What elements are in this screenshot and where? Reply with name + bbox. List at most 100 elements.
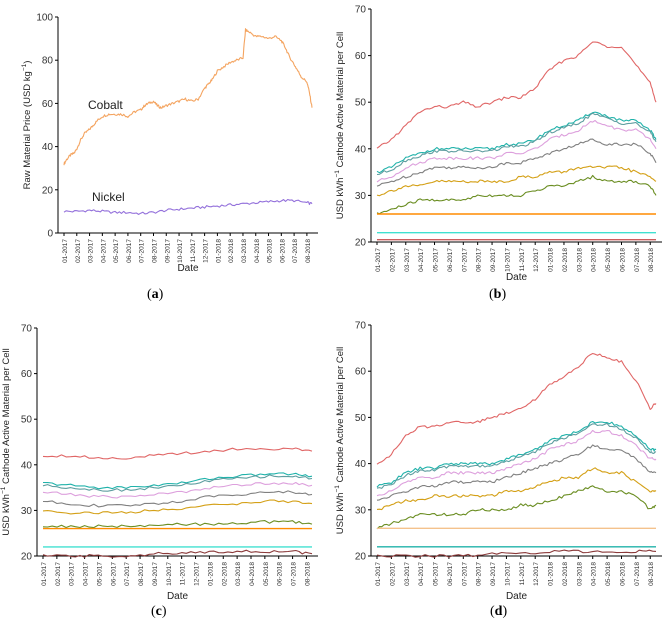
x-tick-label: 04-2017 xyxy=(418,562,425,586)
series-line-c-5 xyxy=(42,499,313,515)
series-line-b-6 xyxy=(376,174,657,215)
x-tick-label: 09-2017 xyxy=(152,562,159,586)
x-tick-label: 07-2018 xyxy=(634,562,641,586)
x-tick-label: 11-2017 xyxy=(519,562,526,586)
x-tick-label: 01-2018 xyxy=(207,562,214,586)
y-tick-label: 50 xyxy=(355,98,367,109)
x-tick-label: 11-2017 xyxy=(190,239,197,263)
series-line-b-2 xyxy=(376,112,657,176)
x-tick-label: 01-2018 xyxy=(548,562,555,586)
x-tick-label: 04-2018 xyxy=(591,248,598,272)
chart-panel-c: 20 30 40 50 60 70 01-2017 02-2017 03-2017 04-2017… xyxy=(0,324,318,602)
x-tick-label: 07-2018 xyxy=(292,239,299,263)
x-tick-label: 06-2018 xyxy=(619,248,626,272)
series-line-c-3 xyxy=(42,481,313,499)
y-tick-label: 100 xyxy=(36,13,53,24)
x-tick-label: 09-2017 xyxy=(490,562,497,586)
y-tick-label: 30 xyxy=(355,505,367,516)
y-tick-label: 40 xyxy=(21,460,33,471)
x-axis-label: Date xyxy=(506,272,528,283)
y-tick-label: 70 xyxy=(355,5,367,16)
series-label-cobalt: Cobalt xyxy=(88,98,123,112)
series-line-b-3 xyxy=(376,119,657,183)
y-tick-label: 60 xyxy=(355,51,367,62)
x-tick-label: 07-2017 xyxy=(124,562,131,586)
series-line-d-0 xyxy=(376,352,657,465)
series-line-d-1 xyxy=(376,420,657,488)
y-tick-label: 60 xyxy=(355,367,367,378)
y-tick-label: 50 xyxy=(21,415,33,426)
x-tick-label: 05-2018 xyxy=(267,239,274,263)
x-tick-label: 03-2018 xyxy=(235,562,242,586)
x-tick-label: 06-2017 xyxy=(447,248,454,272)
y-tick-label: 40 xyxy=(42,142,54,153)
x-tick-label: 08-2017 xyxy=(476,248,483,272)
y-tick-label: 60 xyxy=(21,369,33,380)
y-tick-label: 50 xyxy=(355,413,367,424)
x-axis-label: Date xyxy=(167,591,189,602)
chart-panel-a: 0 20 40 60 80 100 01-2017 02-2017 03-2017 04-2017… xyxy=(21,13,318,274)
series-line-c-6 xyxy=(42,520,313,529)
x-tick-label: 05-2018 xyxy=(605,562,612,586)
series-line-c-4 xyxy=(42,490,313,508)
x-tick-label: 12-2017 xyxy=(203,239,210,263)
x-tick-label: 02-2017 xyxy=(389,248,396,272)
chart-panel-b: 20 30 40 50 60 70 01-2017 02-2017 03-2017 04-2017… xyxy=(334,5,662,283)
chart-panel-d: 20 30 40 50 60 70 01-2017 02-2017 03-2017 04-2017… xyxy=(334,321,662,602)
x-tick-label: 11-2017 xyxy=(180,562,187,586)
x-tick-label: 02-2018 xyxy=(228,239,235,263)
x-tick-label: 07-2018 xyxy=(634,248,641,272)
series-line-cobalt xyxy=(63,28,313,166)
caption-a: (a) xyxy=(147,287,164,302)
x-tick-label: 05-2017 xyxy=(96,562,103,586)
series-line-c-2 xyxy=(42,474,313,492)
x-tick-label: 12-2017 xyxy=(533,248,540,272)
x-tick-label: 08-2017 xyxy=(151,239,158,263)
x-tick-label: 03-2017 xyxy=(404,248,411,272)
x-tick-label: 03-2018 xyxy=(576,248,583,272)
x-tick-label: 06-2017 xyxy=(110,562,117,586)
x-tick-label: 06-2018 xyxy=(279,239,286,263)
series-line-d-5 xyxy=(376,467,657,511)
x-tick-label: 05-2018 xyxy=(263,562,270,586)
x-tick-label: 11-2017 xyxy=(519,248,526,272)
x-tick-label: 04-2018 xyxy=(254,239,261,263)
x-tick-label: 01-2017 xyxy=(41,562,48,586)
x-tick-label: 03-2018 xyxy=(241,239,248,263)
x-tick-label: 08-2018 xyxy=(305,239,312,263)
x-tick-label: 07-2017 xyxy=(461,248,468,272)
x-tick-label: 10-2017 xyxy=(504,248,511,272)
x-tick-label: 09-2017 xyxy=(490,248,497,272)
series-line-nickel xyxy=(63,198,313,215)
y-tick-label: 40 xyxy=(355,459,367,470)
y-axis-label: USD kWh−1 Cathode Active Material per Ce… xyxy=(0,348,12,535)
x-tick-label: 07-2017 xyxy=(139,239,146,263)
x-tick-label: 03-2017 xyxy=(404,562,411,586)
x-axis-label: Date xyxy=(177,263,199,274)
caption-b: (b) xyxy=(489,287,507,302)
y-axis-label: USD kWh−1 Cathode Active Material per Ce… xyxy=(334,347,346,534)
x-tick-label: 01-2018 xyxy=(215,239,222,263)
y-tick-label: 70 xyxy=(21,324,33,335)
caption-d: (d) xyxy=(490,604,508,619)
series-line-c-0 xyxy=(42,447,313,460)
x-tick-label: 04-2017 xyxy=(83,562,90,586)
x-tick-label: 12-2017 xyxy=(194,562,201,586)
x-tick-label: 05-2017 xyxy=(113,239,120,263)
series-line-d-4 xyxy=(376,444,657,501)
y-tick-label: 30 xyxy=(355,191,367,202)
series-line-b-0 xyxy=(376,41,657,149)
x-tick-label: 08-2018 xyxy=(648,248,655,272)
x-tick-label: 02-2018 xyxy=(562,248,569,272)
series-line-c-1 xyxy=(42,472,313,490)
caption-c: (c) xyxy=(151,604,167,619)
x-tick-label: 04-2017 xyxy=(418,248,425,272)
x-tick-label: 06-2017 xyxy=(447,562,454,586)
x-tick-label: 02-2017 xyxy=(75,239,82,263)
series-line-d-2 xyxy=(376,422,657,489)
x-tick-label: 12-2017 xyxy=(533,562,540,586)
x-tick-label: 08-2018 xyxy=(304,562,311,586)
y-tick-label: 20 xyxy=(21,552,33,563)
x-tick-label: 01-2017 xyxy=(375,248,382,272)
